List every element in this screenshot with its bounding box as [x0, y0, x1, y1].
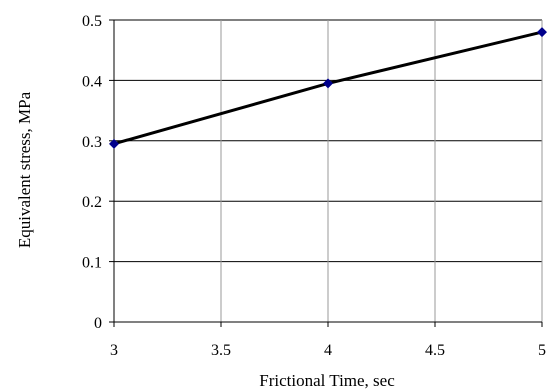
data-point-marker [109, 138, 119, 149]
data-point-marker [537, 27, 547, 38]
y-tick-label: 0.5 [82, 13, 102, 30]
y-tick-label: 0.3 [82, 134, 102, 151]
y-tick-label: 0.1 [82, 255, 102, 272]
x-axis-label: Frictional Time, sec [259, 371, 395, 390]
series-group [109, 27, 547, 149]
x-tick-label: 3.5 [211, 342, 231, 359]
x-tick-labels: 3 3.5 4 4.5 5 [110, 342, 546, 359]
y-tick-label: 0 [94, 315, 102, 332]
y-tick-label: 0.2 [82, 194, 102, 211]
y-axis-label: Equivalent stress, MPa [15, 91, 34, 248]
x-tick-label: 4 [324, 342, 332, 359]
x-tick-label: 3 [110, 342, 118, 359]
y-tick-labels: 0 0.1 0.2 0.3 0.4 0.5 [82, 13, 102, 332]
x-tick-label: 5 [538, 342, 546, 359]
grid [114, 19, 543, 322]
x-tick-label: 4.5 [425, 342, 445, 359]
axes [109, 19, 543, 327]
data-point-marker [323, 78, 333, 89]
y-tick-label: 0.4 [82, 73, 102, 90]
